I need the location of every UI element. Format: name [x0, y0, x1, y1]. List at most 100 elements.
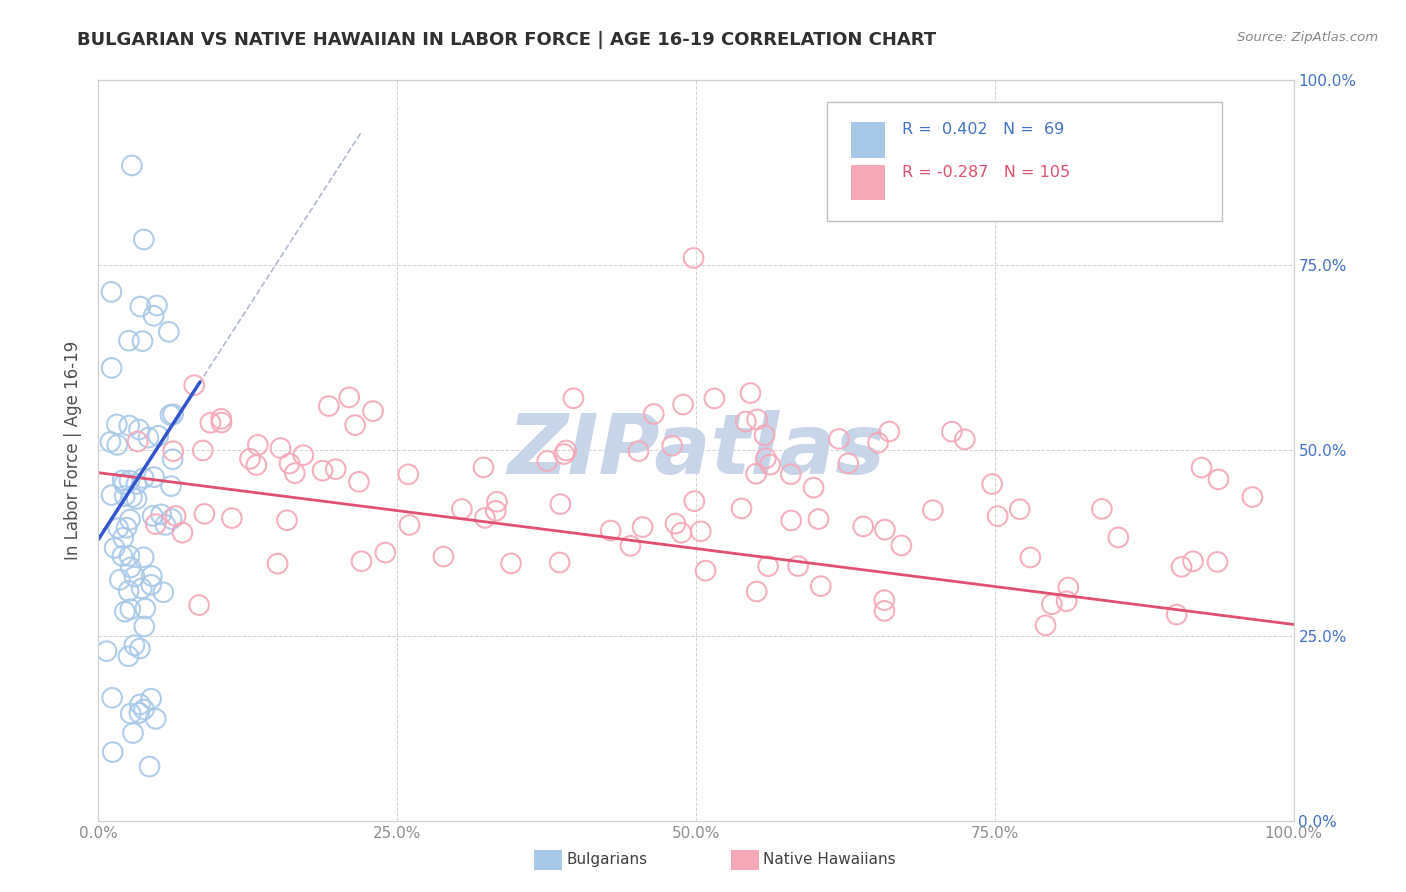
- Point: [121, 158, 143, 172]
- Point: [276, 513, 298, 527]
- Point: [118, 513, 141, 527]
- Point: [780, 514, 803, 528]
- Point: [292, 448, 315, 462]
- Point: [160, 479, 183, 493]
- Point: [631, 520, 654, 534]
- Point: [325, 462, 347, 476]
- Point: [485, 494, 508, 508]
- Point: [148, 429, 170, 443]
- Point: [1206, 555, 1229, 569]
- Point: [981, 477, 1004, 491]
- Point: [941, 425, 963, 439]
- Point: [627, 444, 650, 458]
- Point: [200, 416, 222, 430]
- Point: [754, 428, 776, 442]
- Point: [837, 456, 859, 470]
- Point: [734, 415, 756, 429]
- Point: [873, 593, 896, 607]
- Bar: [852, 165, 884, 200]
- Point: [100, 360, 122, 375]
- Point: [643, 407, 665, 421]
- Point: [599, 524, 621, 538]
- Text: ZIPatlas: ZIPatlas: [508, 410, 884, 491]
- Point: [114, 489, 136, 503]
- Point: [671, 525, 693, 540]
- Point: [695, 564, 717, 578]
- Point: [803, 481, 825, 495]
- Point: [810, 579, 832, 593]
- Text: BULGARIAN VS NATIVE HAWAIIAN IN LABOR FORCE | AGE 16-19 CORRELATION CHART: BULGARIAN VS NATIVE HAWAIIAN IN LABOR FO…: [77, 31, 936, 49]
- Point: [132, 702, 155, 716]
- Point: [124, 569, 146, 583]
- Point: [143, 470, 166, 484]
- Point: [142, 309, 165, 323]
- Point: [745, 467, 768, 481]
- Point: [890, 538, 912, 552]
- Point: [485, 504, 508, 518]
- Point: [1040, 597, 1063, 611]
- Point: [188, 598, 211, 612]
- Point: [107, 521, 129, 535]
- Point: [111, 474, 134, 488]
- Point: [246, 438, 269, 452]
- Point: [1182, 554, 1205, 568]
- Point: [191, 443, 214, 458]
- Point: [101, 745, 124, 759]
- Point: [111, 549, 134, 563]
- Point: [661, 439, 683, 453]
- Point: [100, 488, 122, 502]
- Point: [852, 519, 875, 533]
- Point: [828, 432, 851, 446]
- Point: [318, 399, 340, 413]
- Point: [683, 494, 706, 508]
- Point: [134, 619, 156, 633]
- Point: [105, 417, 128, 432]
- Point: [1241, 490, 1264, 504]
- Point: [112, 477, 135, 491]
- Point: [142, 508, 165, 523]
- Point: [120, 560, 142, 574]
- Point: [134, 601, 156, 615]
- Point: [132, 550, 155, 565]
- Point: [245, 458, 267, 472]
- Point: [284, 466, 307, 480]
- Point: [953, 433, 976, 447]
- Point: [145, 712, 167, 726]
- Point: [1091, 502, 1114, 516]
- Text: R =  0.402   N =  69: R = 0.402 N = 69: [901, 122, 1064, 137]
- Point: [150, 508, 173, 522]
- Point: [172, 525, 194, 540]
- Point: [1191, 460, 1213, 475]
- Point: [472, 460, 495, 475]
- Point: [1166, 607, 1188, 622]
- Point: [873, 604, 896, 618]
- Point: [165, 508, 187, 523]
- Point: [1170, 559, 1192, 574]
- Point: [112, 531, 135, 545]
- Point: [1208, 472, 1230, 486]
- Point: [747, 412, 769, 426]
- Point: [129, 698, 152, 712]
- Point: [756, 559, 779, 574]
- Point: [145, 517, 167, 532]
- Point: [499, 557, 522, 571]
- Point: [141, 569, 163, 583]
- Point: [807, 512, 830, 526]
- Point: [96, 644, 118, 658]
- Point: [131, 582, 153, 596]
- Point: [555, 443, 578, 458]
- Point: [239, 451, 262, 466]
- Point: [730, 501, 752, 516]
- Point: [868, 435, 890, 450]
- Text: R = -0.287   N = 105: R = -0.287 N = 105: [901, 165, 1070, 179]
- Point: [162, 444, 184, 458]
- Point: [1008, 502, 1031, 516]
- Point: [703, 392, 725, 406]
- Point: [132, 232, 155, 246]
- Point: [745, 584, 768, 599]
- Point: [162, 452, 184, 467]
- Point: [115, 521, 138, 535]
- Point: [672, 397, 695, 411]
- Y-axis label: In Labor Force | Age 16-19: In Labor Force | Age 16-19: [65, 341, 83, 560]
- Bar: [852, 122, 884, 158]
